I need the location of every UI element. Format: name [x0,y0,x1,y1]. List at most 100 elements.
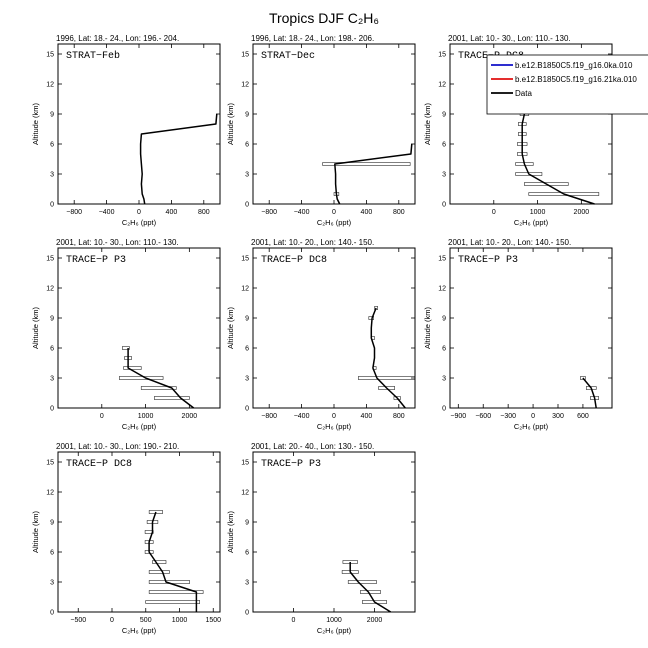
error-bar [152,560,167,564]
x-tick-label: 0 [100,413,104,420]
x-tick-label: 1000 [530,209,546,216]
data-series-line [582,377,597,409]
x-tick-label: 0 [137,209,141,216]
y-tick-label: 3 [442,172,446,179]
y-tick-label: 6 [50,346,54,353]
x-axis-label: C₂H₆ (ppt) [122,218,157,227]
plot-frame [252,43,416,205]
y-tick-label: 0 [50,406,54,413]
y-tick-label: 6 [50,142,54,149]
y-tick-label: 15 [241,460,249,467]
plot-frame [57,247,221,409]
y-tick-label: 0 [245,610,249,617]
y-tick-label: 0 [442,202,446,209]
panel-label: STRAT−Feb [66,50,120,62]
x-tick-label: 2000 [574,209,590,216]
x-tick-label: 800 [393,209,405,216]
x-tick-label: 2000 [367,617,383,624]
panel-5: 2001, Lat: 10.- 20., Lon: 140.- 150. 0 3 6 9… [226,238,416,431]
y-tick-label: 3 [245,580,249,587]
x-tick-label: −800 [261,209,277,216]
panel-title: 2001, Lat: 10.- 30., Lon: 110.- 130. [56,238,179,247]
y-tick-label: 15 [438,256,446,263]
data-series-line [334,143,413,205]
error-bar [580,376,586,380]
y-tick-label: 0 [245,202,249,209]
y-tick-label: 9 [50,520,54,527]
data-series-line [370,307,406,409]
y-tick-label: 6 [442,142,446,149]
y-tick-label: 3 [50,172,54,179]
panel-title: 2001, Lat: 10.- 20., Lon: 140.- 150. [448,238,571,247]
x-tick-label: 0 [332,209,336,216]
error-bar [393,396,401,400]
y-tick-label: 15 [46,460,54,467]
plot-frame [449,247,613,409]
x-axis-label: C₂H₆ (ppt) [317,422,352,431]
panel-label: TRACE−P P3 [261,459,321,470]
x-tick-label: 500 [140,617,152,624]
y-tick-label: 0 [442,406,446,413]
y-tick-label: 12 [241,490,249,497]
x-axis-label: C₂H₆ (ppt) [317,218,352,227]
panel-label: TRACE−P P3 [458,255,518,266]
x-tick-label: 400 [361,413,373,420]
y-axis-label: Altitude (km) [31,510,40,553]
error-bar [148,590,204,594]
x-tick-label: −500 [70,617,86,624]
y-tick-label: 0 [50,610,54,617]
x-tick-label: 800 [198,209,210,216]
y-tick-label: 6 [245,142,249,149]
y-tick-label: 12 [241,82,249,89]
panels: 1996, Lat: 18.- 24., Lon: 196.- 204. 0 3 6 9… [31,34,648,635]
y-tick-label: 15 [46,256,54,263]
x-tick-label: −800 [261,413,277,420]
data-series-line [521,104,595,205]
data-series-line [127,348,195,409]
x-tick-label: 1500 [205,617,221,624]
x-tick-label: 0 [332,413,336,420]
panel-label: TRACE−P DC8 [261,255,327,266]
error-bar [362,600,387,604]
panel-6: 2001, Lat: 10.- 20., Lon: 140.- 150. 0 3 6 9… [423,238,613,431]
y-tick-label: 9 [245,520,249,527]
legend-entry: Data [515,89,532,98]
y-axis-label: Altitude (km) [226,510,235,553]
x-tick-label: 0 [531,413,535,420]
x-tick-label: 300 [552,413,564,420]
x-tick-label: 800 [393,413,405,420]
y-axis-label: Altitude (km) [423,102,432,145]
error-bar [524,182,569,186]
error-bar [145,600,200,604]
x-tick-label: 1000 [138,413,154,420]
y-tick-label: 6 [50,550,54,557]
error-bar [347,580,377,584]
plot-frame [57,43,221,205]
y-tick-label: 12 [46,490,54,497]
y-tick-label: 3 [50,376,54,383]
panel-label: STRAT−Dec [261,51,315,62]
plot-frame [252,451,416,613]
y-tick-label: 3 [245,172,249,179]
y-tick-label: 12 [46,286,54,293]
x-tick-label: 400 [361,209,373,216]
y-tick-label: 3 [50,580,54,587]
panel-label: TRACE−P DC8 [66,459,132,470]
plot-frame [57,451,221,613]
error-bar [119,376,164,380]
y-tick-label: 0 [245,406,249,413]
x-tick-label: −600 [475,413,491,420]
legend-box [486,54,648,115]
x-tick-label: 2000 [182,413,198,420]
x-tick-label: 0 [110,617,114,624]
x-tick-label: −400 [99,209,115,216]
plot-frame [449,43,613,205]
panel-title: 1996, Lat: 18.- 24., Lon: 196.- 204. [56,34,179,43]
y-axis-label: Altitude (km) [226,306,235,349]
y-tick-label: 9 [50,112,54,119]
y-tick-label: 6 [245,550,249,557]
x-tick-label: 1000 [172,617,188,624]
y-tick-label: 9 [245,112,249,119]
y-tick-label: 15 [241,52,249,59]
